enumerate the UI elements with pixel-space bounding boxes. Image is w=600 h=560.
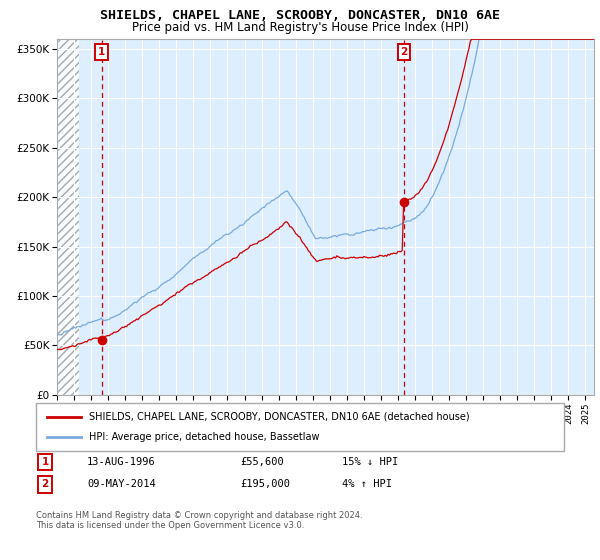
Text: 2: 2: [400, 47, 408, 57]
Text: HPI: Average price, detached house, Bassetlaw: HPI: Average price, detached house, Bass…: [89, 432, 319, 442]
FancyBboxPatch shape: [36, 403, 564, 451]
Text: Price paid vs. HM Land Registry's House Price Index (HPI): Price paid vs. HM Land Registry's House …: [131, 21, 469, 34]
Text: 1: 1: [98, 47, 105, 57]
Text: £195,000: £195,000: [240, 479, 290, 489]
Text: Contains HM Land Registry data © Crown copyright and database right 2024.
This d: Contains HM Land Registry data © Crown c…: [36, 511, 362, 530]
Text: 4% ↑ HPI: 4% ↑ HPI: [342, 479, 392, 489]
Text: 1: 1: [41, 457, 49, 467]
Text: 15% ↓ HPI: 15% ↓ HPI: [342, 457, 398, 467]
Text: 2: 2: [41, 479, 49, 489]
Text: 13-AUG-1996: 13-AUG-1996: [87, 457, 156, 467]
Text: SHIELDS, CHAPEL LANE, SCROOBY, DONCASTER, DN10 6AE: SHIELDS, CHAPEL LANE, SCROOBY, DONCASTER…: [100, 9, 500, 22]
Text: 09-MAY-2014: 09-MAY-2014: [87, 479, 156, 489]
Text: £55,600: £55,600: [240, 457, 284, 467]
Bar: [57, 39, 79, 395]
Text: SHIELDS, CHAPEL LANE, SCROOBY, DONCASTER, DN10 6AE (detached house): SHIELDS, CHAPEL LANE, SCROOBY, DONCASTER…: [89, 412, 469, 422]
